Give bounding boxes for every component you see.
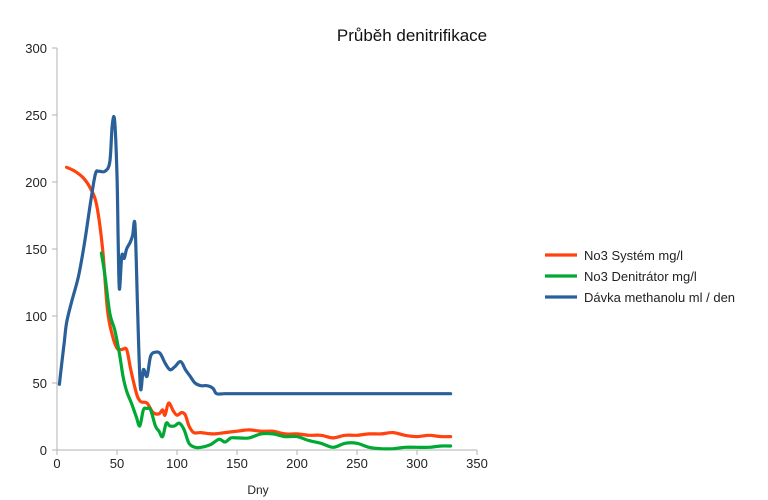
- x-tick-label: 150: [226, 456, 248, 471]
- x-tick-label: 0: [53, 456, 60, 471]
- x-tick-label: 250: [346, 456, 368, 471]
- legend-label-1: No3 Systém mg/l: [584, 248, 683, 263]
- x-axis-title: Dny: [247, 483, 268, 497]
- series-line-1: [65, 165, 453, 440]
- x-tick-label: 350: [466, 456, 488, 471]
- y-tick-label: 200: [25, 175, 47, 190]
- x-tick-label: 50: [110, 456, 124, 471]
- series-lines: [57, 115, 453, 451]
- x-tick-label: 200: [286, 456, 308, 471]
- series-line-2: [99, 251, 453, 451]
- plot-axes: [52, 47, 478, 455]
- tick-labels: 0 50 100 150 200 250 300 350 0 50 100 150 200 250 300: [25, 41, 488, 471]
- chart-title: Průběh denitrifikace: [337, 26, 487, 45]
- legend: No3 Systém mg/l No3 Denitrátor mg/l Dávka …: [545, 248, 735, 305]
- x-tick-label: 300: [406, 456, 428, 471]
- y-tick-label: 300: [25, 41, 47, 56]
- y-tick-label: 150: [25, 242, 47, 257]
- legend-label-3: Dávka methanolu ml / den: [584, 290, 735, 305]
- legend-label-2: No3 Denitrátor mg/l: [584, 269, 697, 284]
- x-tick-label: 100: [166, 456, 188, 471]
- y-tick-label: 50: [33, 376, 47, 391]
- y-tick-label: 100: [25, 309, 47, 324]
- y-tick-label: 0: [40, 443, 47, 458]
- series-line-3: [57, 115, 453, 396]
- y-tick-label: 250: [25, 108, 47, 123]
